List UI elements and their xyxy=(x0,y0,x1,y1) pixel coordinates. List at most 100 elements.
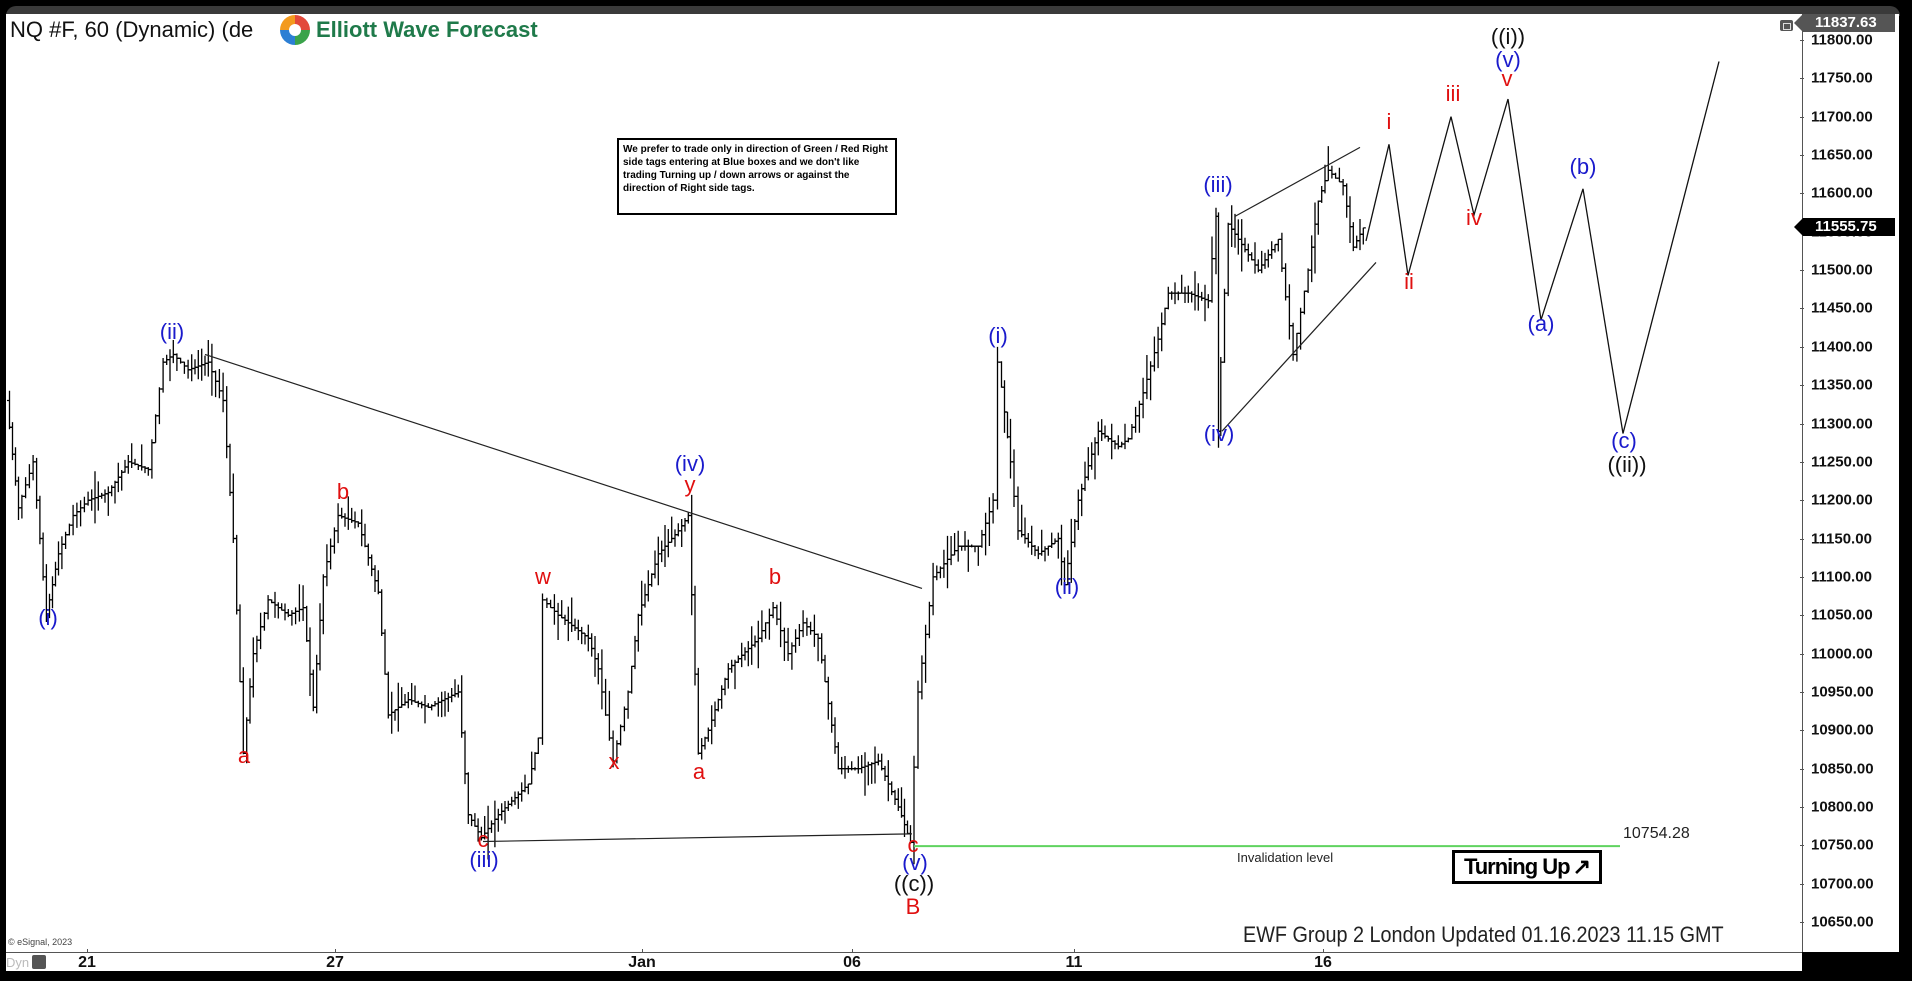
time-tick xyxy=(642,949,643,953)
invalidation-value: 10754.28 xyxy=(1623,825,1690,842)
wave-label: b xyxy=(336,479,350,504)
price-tick xyxy=(1800,116,1804,118)
wave-label: (a) xyxy=(1527,311,1555,336)
diagonal-lower xyxy=(1221,262,1377,432)
price-tick xyxy=(1800,270,1804,272)
wave-label: b xyxy=(768,564,782,589)
price-tick xyxy=(1800,883,1804,885)
price-label: 10750.00 xyxy=(1811,836,1874,854)
window-top-bar xyxy=(6,6,1900,16)
price-tick xyxy=(1800,308,1804,310)
price-label: 11200.00 xyxy=(1811,491,1873,509)
wave-label: (c) xyxy=(1611,428,1637,453)
date-label: 11 xyxy=(1065,954,1083,971)
price-tick xyxy=(1800,730,1804,732)
price-tick xyxy=(1800,346,1804,348)
price-tick xyxy=(1800,807,1804,808)
diagonal-upper xyxy=(1234,146,1361,217)
dyn-label: Dyn xyxy=(6,955,30,970)
time-tick xyxy=(1323,949,1324,953)
ohlc-bars xyxy=(7,146,1366,865)
time-tick xyxy=(852,949,853,953)
wave-label: (v) xyxy=(1495,47,1521,72)
time-tick xyxy=(1074,949,1075,953)
wave-label: (iv) xyxy=(1203,421,1235,446)
price-label: 11100.00 xyxy=(1811,568,1872,586)
wave-label: (ii) xyxy=(159,319,185,344)
price-tick xyxy=(1800,615,1804,617)
wave-label: (b) xyxy=(1569,154,1597,179)
price-label: 11050.00 xyxy=(1811,606,1873,624)
logo-icon xyxy=(280,15,310,45)
wave-label: iii xyxy=(1445,81,1461,106)
wave-label: B xyxy=(905,894,921,919)
price-label: 11600.00 xyxy=(1811,184,1873,202)
wave-label: (i) xyxy=(988,323,1008,348)
price-label: 10850.00 xyxy=(1811,760,1874,778)
price-tick xyxy=(1800,423,1804,425)
wave-label: ((ii)) xyxy=(1607,452,1647,477)
price-label: 10650.00 xyxy=(1811,913,1874,931)
price-label: 11500.00 xyxy=(1811,261,1873,279)
price-tick xyxy=(1800,691,1804,693)
price-tick xyxy=(1800,653,1804,655)
wave-label: c xyxy=(907,832,919,857)
wave-label: (ii) xyxy=(1054,574,1080,599)
price-label: 11400.00 xyxy=(1811,338,1873,356)
restore-window-icon[interactable] xyxy=(1780,20,1793,31)
price-label: 10950.00 xyxy=(1811,683,1874,701)
price-tick xyxy=(1800,538,1804,540)
logo-text: Elliott Wave Forecast xyxy=(316,17,538,42)
wave-label: ((i)) xyxy=(1490,24,1526,49)
wave-label: (iv) xyxy=(674,451,706,476)
arrow-up-right-icon: ↗ xyxy=(1572,854,1591,879)
logo: Elliott Wave Forecast xyxy=(280,14,544,46)
price-tick xyxy=(1800,500,1804,502)
wave-label: v xyxy=(1501,66,1513,91)
time-tick xyxy=(335,949,336,953)
price-label: 11750.00 xyxy=(1811,69,1873,87)
upper-wedge-line xyxy=(204,353,923,589)
price-axis[interactable]: 11837.63 11800.00 11750.00 11700.00 11650.0… xyxy=(1794,14,1899,952)
projection-path xyxy=(1365,61,1720,434)
date-label: Jan xyxy=(628,954,656,971)
invalidation-label: Invalidation level xyxy=(1237,850,1334,865)
price-tick xyxy=(1800,922,1804,924)
price-label: 10800.00 xyxy=(1811,798,1874,816)
plot-area[interactable] xyxy=(6,14,1802,952)
price-tick xyxy=(1800,768,1804,770)
price-label: 10900.00 xyxy=(1811,721,1874,739)
price-tick xyxy=(1800,40,1804,41)
price-label: 11450.00 xyxy=(1811,299,1873,317)
update-footer: EWF Group 2 London Updated 01.16.2023 11… xyxy=(1243,922,1724,947)
price-label: 11650.00 xyxy=(1811,146,1873,164)
time-axis[interactable]: 21 27 Jan 06 11 16 xyxy=(6,949,1802,971)
wave-label: c xyxy=(477,827,489,852)
price-label: 11300.00 xyxy=(1811,415,1873,432)
last-price-tag: 11555.75 xyxy=(1794,218,1895,237)
wave-label: x xyxy=(608,749,620,774)
wave-label: a xyxy=(237,743,251,768)
price-label: 11150.00 xyxy=(1811,530,1872,548)
price-label: 10700.00 xyxy=(1811,875,1874,893)
price-label: 11700.00 xyxy=(1811,108,1873,126)
wave-label: ((c)) xyxy=(893,871,935,896)
lock-icon[interactable] xyxy=(32,955,46,969)
wave-label: iv xyxy=(1466,205,1482,230)
price-label: 11250.00 xyxy=(1811,453,1873,471)
wave-label: (iii) xyxy=(1203,172,1233,197)
lower-wedge-line xyxy=(482,833,913,843)
copyright: © eSignal, 2023 xyxy=(8,937,73,947)
price-label: 11350.00 xyxy=(1811,376,1873,394)
price-tick xyxy=(1800,78,1804,80)
wave-label: i xyxy=(1386,109,1392,134)
date-label: 27 xyxy=(326,954,344,971)
price-tick xyxy=(1800,845,1804,847)
price-tick xyxy=(1800,385,1804,387)
wave-label: a xyxy=(692,759,706,784)
wave-label: ii xyxy=(1404,269,1414,294)
trading-note-box: We prefer to trade only in direction of … xyxy=(617,138,897,215)
time-tick xyxy=(87,949,88,953)
